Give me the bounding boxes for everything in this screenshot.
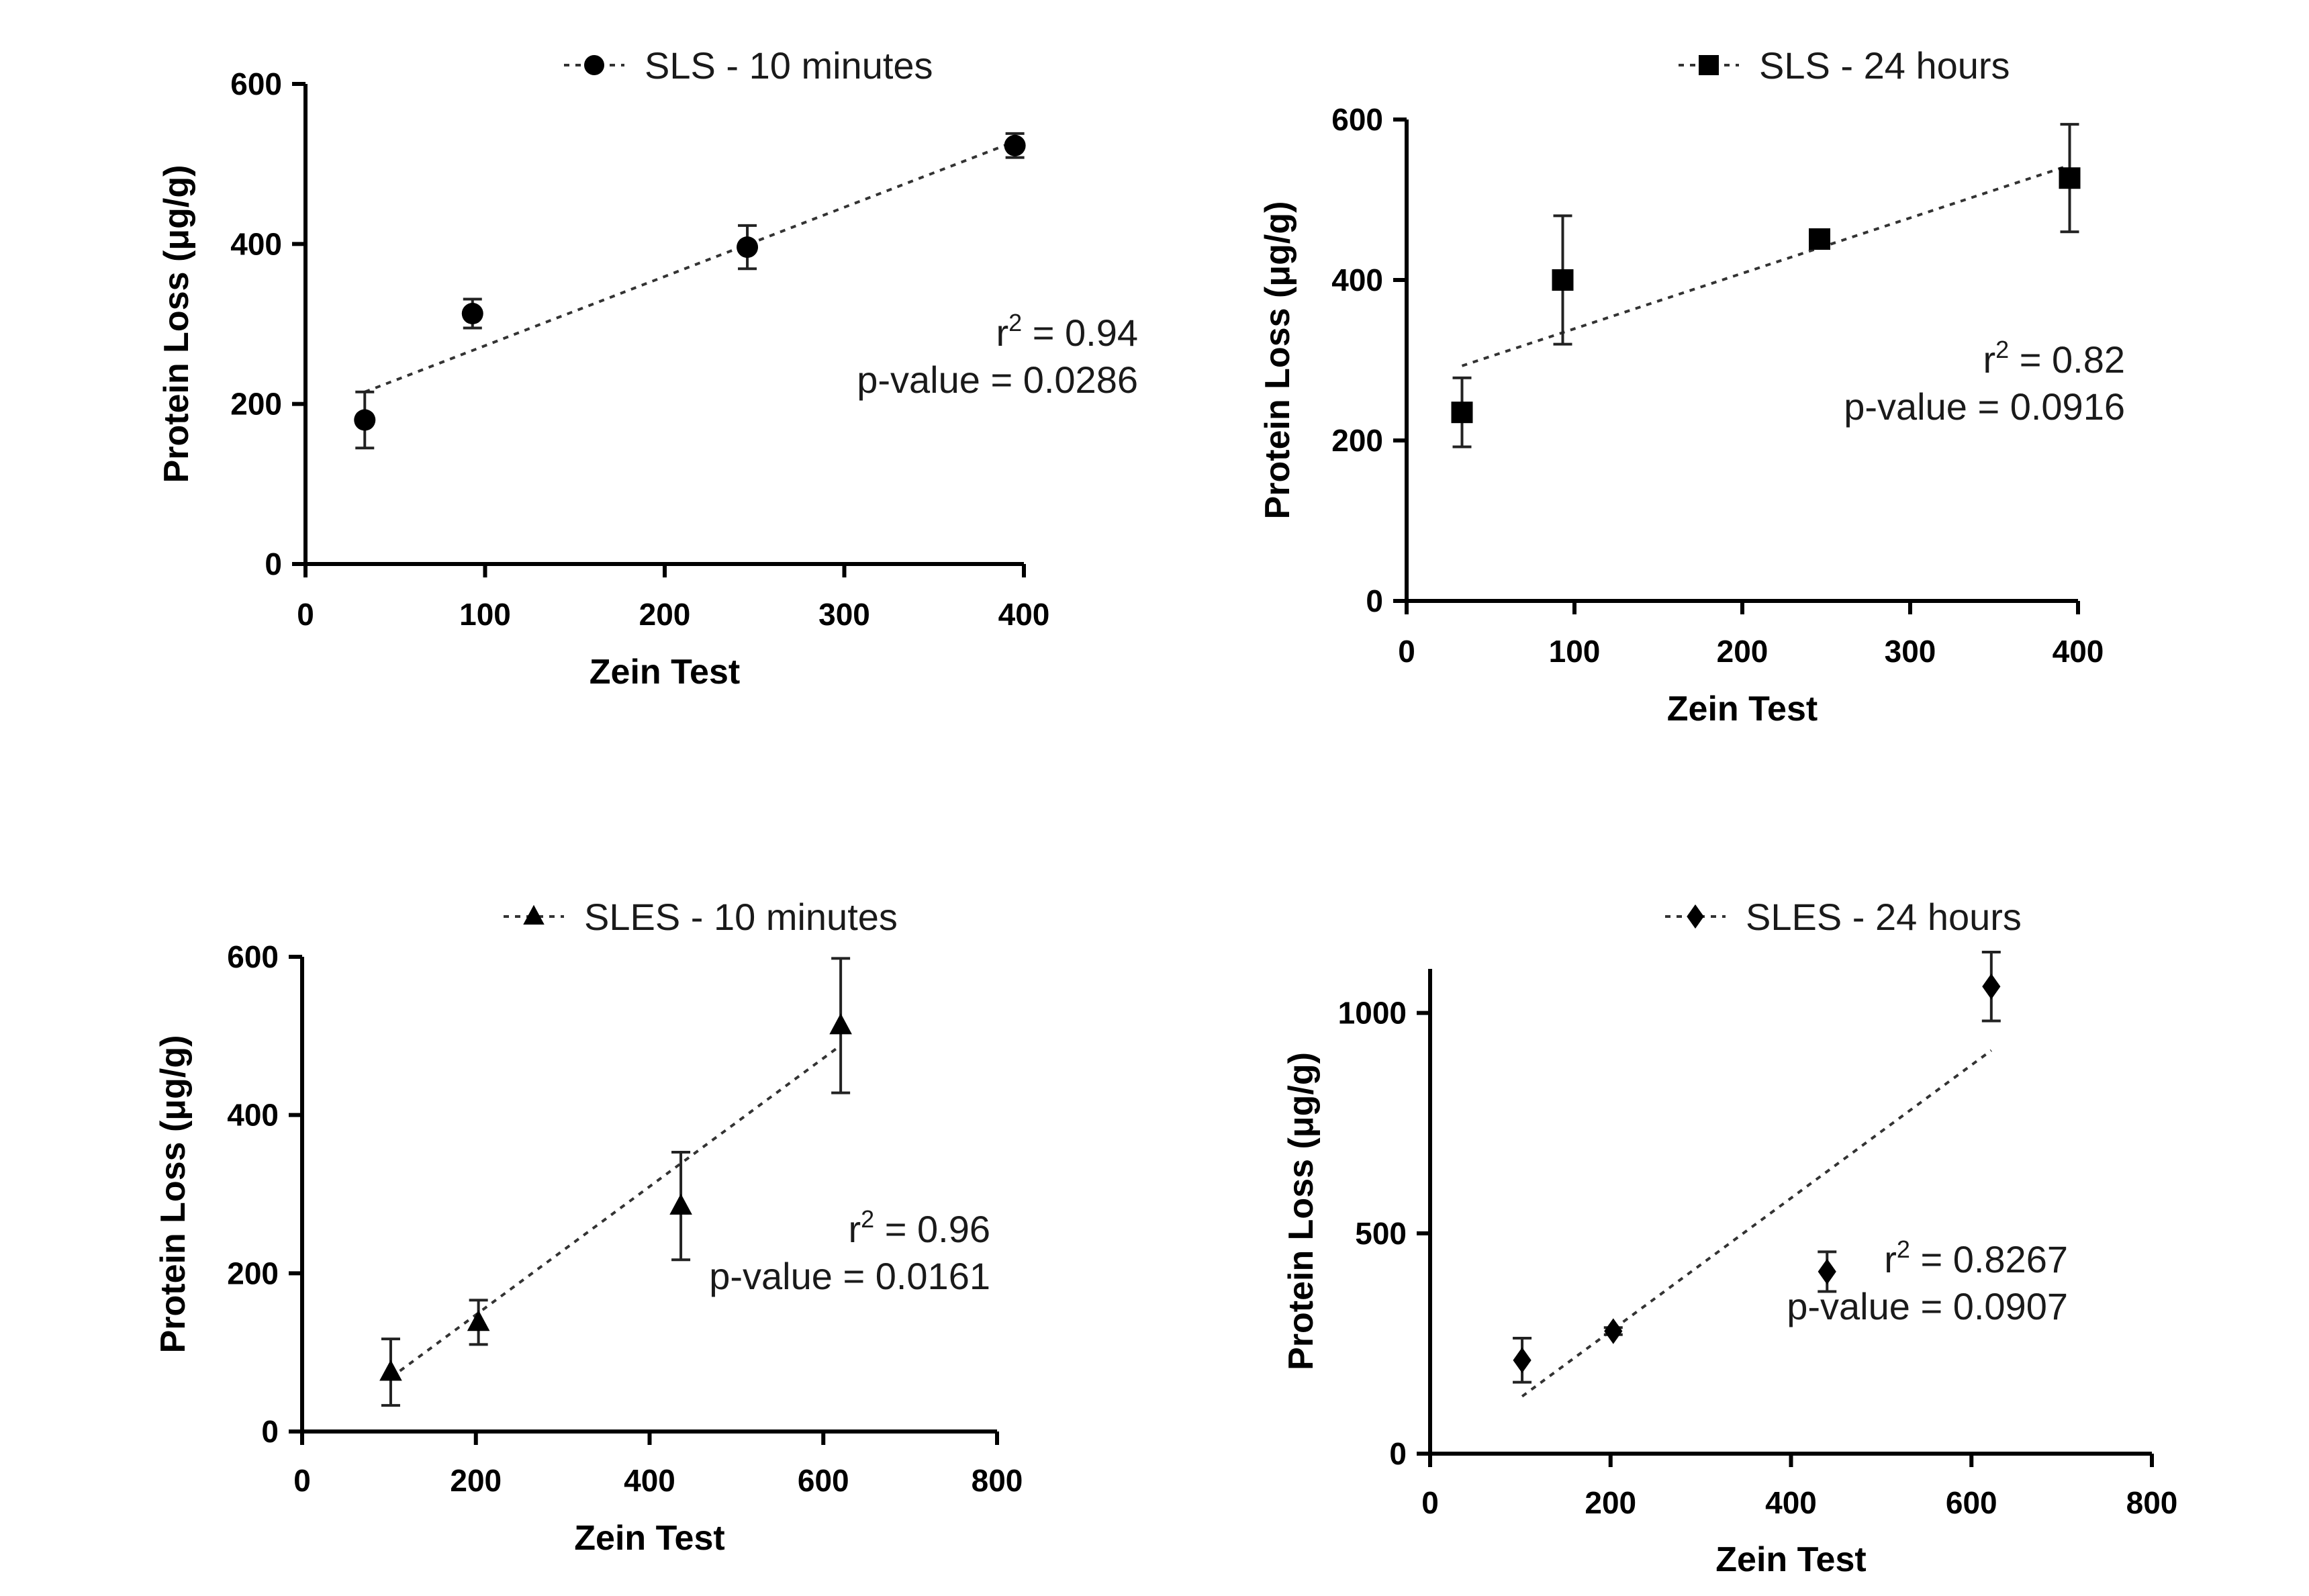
stats-annotation: r2 = 0.82p-value = 0.0916 [1844,336,2125,428]
x-tick-label: 400 [624,1463,675,1498]
chart-panel-4: 0 500 1000 0 200 400 600 800 Zein Test Protein Lo… [1282,896,2177,1579]
x-tick-label: 400 [998,597,1050,632]
chart-panel-2: 0 200 400 600 0 100 200 300 400 Zein Test Protein … [1258,44,2125,729]
legend-label: SLES - 24 hours [1746,896,2022,938]
x-axis-title: Zein Test [1667,690,1818,729]
legend: SLES - 24 hours [1665,896,2022,938]
data-point [737,236,759,259]
legend-label: SLS - 24 hours [1759,44,2010,87]
legend-label: SLES - 10 minutes [584,896,898,938]
x-tick-label: 100 [459,597,511,632]
y-tick-label: 400 [1331,263,1383,297]
y-tick-label: 400 [230,226,282,261]
y-axis-title: Protein Loss (μg/g) [154,1035,193,1354]
x-tick-label: 600 [1946,1485,1997,1520]
r-squared-label: r2 = 0.94 [996,309,1139,354]
data-point [467,1309,490,1331]
data-point [1604,1318,1623,1344]
p-value-label: p-value = 0.0916 [1844,385,2125,428]
x-tick-label: 400 [2053,634,2104,669]
x-tick-label: 800 [2126,1485,2178,1520]
legend: SLS - 10 minutes [564,44,933,87]
x-tick-label: 100 [1549,634,1601,669]
chart-panel-1: 0 200 400 600 0 100 200 300 400 Zein Test Protein … [157,44,1138,692]
stats-annotation: r2 = 0.96 p-value = 0.0161 [709,1205,990,1297]
x-tick-label: 200 [1717,634,1769,669]
legend-marker [1699,55,1719,75]
y-tick-label: 400 [227,1098,279,1133]
x-tick-label: 0 [1421,1485,1439,1520]
chart-panel-3: 0 200 400 600 0 200 400 600 800 Zein Test Protein … [154,896,1023,1558]
data-point [829,1013,852,1035]
x-tick-label: 300 [818,597,870,632]
y-tick-label: 200 [230,387,282,422]
r-squared-label: r2 = 0.96 [849,1205,991,1250]
legend: SLS - 24 hours [1679,44,2010,87]
x-tick-label: 0 [1398,634,1415,669]
legend-marker [523,904,545,925]
trendline [389,1044,842,1379]
x-tick-label: 0 [297,597,314,632]
y-axis-title: Protein Loss (μg/g) [1258,201,1297,520]
data-point [461,303,483,325]
data-point [1982,974,2001,1000]
legend-marker [584,55,604,75]
trendline [364,140,1016,393]
x-axis-title: Zein Test [1715,1540,1866,1579]
y-tick-label: 1000 [1338,996,1407,1031]
x-axis-title: Zein Test [590,653,740,692]
stats-annotation: r2 = 0.94 p-value = 0.0286 [857,309,1138,401]
data-point [1451,402,1473,424]
p-value-label: p-value = 0.0161 [709,1255,990,1297]
data-point [1004,134,1026,156]
y-tick-label: 0 [1389,1436,1407,1471]
y-tick-label: 600 [1331,102,1383,137]
x-tick-label: 800 [972,1463,1023,1498]
p-value-label: p-value = 0.0286 [857,359,1138,401]
y-tick-label: 0 [265,547,282,581]
y-tick-label: 600 [227,939,279,974]
y-tick-label: 0 [1366,583,1383,618]
x-tick-label: 300 [1885,634,1936,669]
trendline [1461,164,2071,367]
legend-label: SLS - 10 minutes [645,44,933,87]
p-value-label: p-value = 0.0907 [1787,1285,2068,1327]
y-tick-label: 500 [1355,1216,1407,1251]
x-axis-title: Zein Test [574,1519,724,1558]
legend-marker [1687,904,1704,929]
x-tick-label: 400 [1765,1485,1817,1520]
y-tick-label: 200 [1331,423,1383,458]
data-point [1809,228,1830,250]
x-tick-label: 200 [450,1463,502,1498]
y-axis-title: Protein Loss (μg/g) [157,165,196,483]
data-point [1818,1258,1836,1285]
y-axis-title: Protein Loss (μg/g) [1282,1052,1321,1370]
x-tick-label: 0 [293,1463,311,1498]
data-point [1552,269,1574,291]
stats-annotation: r2 = 0.8267 p-value = 0.0907 [1787,1235,2068,1327]
y-tick-label: 600 [230,66,282,101]
legend: SLES - 10 minutes [504,896,898,938]
x-tick-label: 200 [639,597,691,632]
data-point [1513,1347,1532,1374]
data-point [669,1193,692,1215]
trendline [1521,1049,1992,1398]
data-point [379,1360,402,1381]
r-squared-label: r2 = 0.8267 [1884,1235,2068,1280]
y-tick-label: 0 [261,1414,279,1449]
y-tick-label: 200 [227,1256,279,1290]
x-tick-label: 200 [1585,1485,1636,1520]
r-squared-label: r2 = 0.82 [1983,336,2126,381]
data-point [2059,167,2081,189]
x-tick-label: 600 [798,1463,849,1498]
data-point [354,409,376,431]
